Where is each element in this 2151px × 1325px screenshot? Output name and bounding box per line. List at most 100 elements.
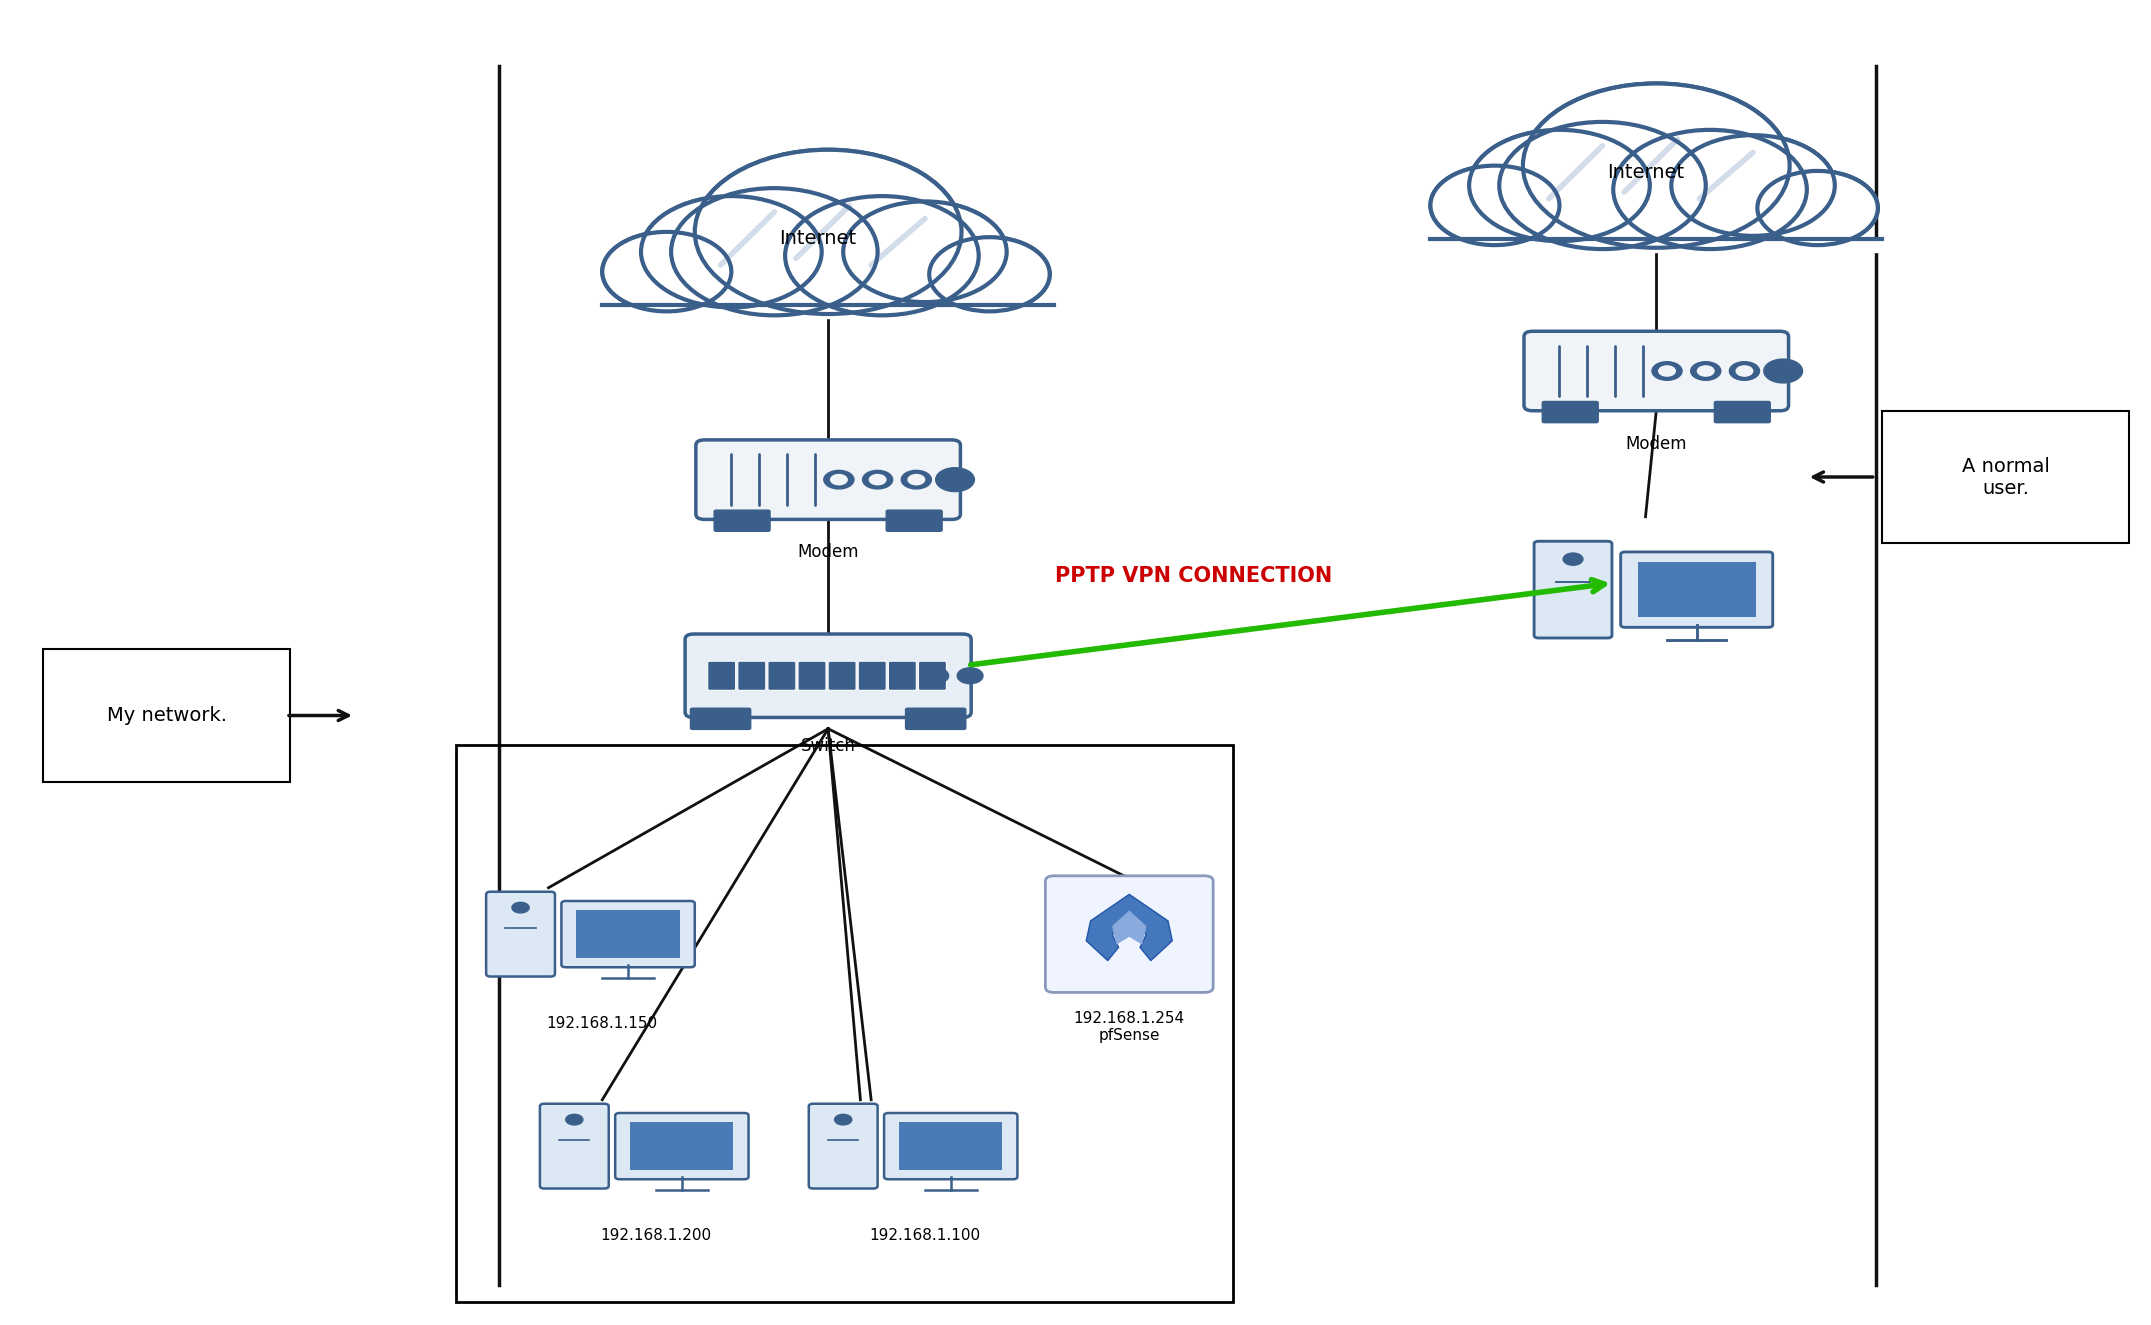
Circle shape — [1525, 85, 1787, 246]
FancyBboxPatch shape — [858, 661, 886, 690]
Circle shape — [929, 237, 1050, 311]
FancyBboxPatch shape — [884, 1113, 1017, 1179]
Circle shape — [863, 470, 893, 489]
Circle shape — [936, 468, 974, 492]
Circle shape — [671, 188, 878, 315]
Circle shape — [1671, 135, 1835, 236]
FancyBboxPatch shape — [918, 661, 946, 690]
Circle shape — [1525, 85, 1787, 246]
FancyBboxPatch shape — [768, 661, 796, 690]
FancyBboxPatch shape — [630, 1122, 733, 1170]
Circle shape — [1697, 366, 1714, 376]
Circle shape — [1433, 167, 1557, 244]
Circle shape — [845, 203, 1005, 301]
FancyBboxPatch shape — [615, 1113, 749, 1179]
Circle shape — [1501, 123, 1704, 248]
FancyBboxPatch shape — [899, 1122, 1002, 1170]
Circle shape — [869, 474, 886, 485]
FancyBboxPatch shape — [906, 709, 966, 729]
Circle shape — [1760, 172, 1876, 244]
Circle shape — [643, 197, 820, 306]
Circle shape — [695, 150, 961, 314]
Circle shape — [673, 189, 875, 314]
Circle shape — [1469, 130, 1650, 241]
Circle shape — [1471, 131, 1648, 240]
Text: My network.: My network. — [108, 706, 226, 725]
Circle shape — [512, 902, 529, 913]
FancyBboxPatch shape — [1882, 411, 2129, 543]
Text: 192.168.1.254
pfSense: 192.168.1.254 pfSense — [1073, 1011, 1185, 1043]
Polygon shape — [1086, 894, 1172, 961]
FancyBboxPatch shape — [809, 1104, 878, 1189]
FancyBboxPatch shape — [1637, 562, 1755, 617]
FancyBboxPatch shape — [738, 661, 766, 690]
Circle shape — [1736, 366, 1753, 376]
Circle shape — [1658, 366, 1676, 376]
Circle shape — [1564, 553, 1583, 566]
FancyBboxPatch shape — [888, 661, 916, 690]
Circle shape — [1673, 136, 1833, 235]
Text: Switch: Switch — [800, 737, 856, 755]
FancyBboxPatch shape — [540, 1104, 609, 1189]
Circle shape — [641, 196, 822, 307]
FancyBboxPatch shape — [1045, 876, 1213, 992]
Circle shape — [604, 233, 729, 310]
Circle shape — [908, 474, 925, 485]
Text: 192.168.1.200: 192.168.1.200 — [600, 1228, 712, 1243]
Circle shape — [697, 151, 959, 313]
FancyBboxPatch shape — [1620, 553, 1772, 627]
FancyBboxPatch shape — [684, 635, 972, 718]
FancyBboxPatch shape — [1542, 401, 1598, 423]
Circle shape — [957, 668, 983, 684]
FancyBboxPatch shape — [798, 661, 826, 690]
Circle shape — [1760, 172, 1876, 244]
FancyBboxPatch shape — [576, 910, 680, 958]
Circle shape — [824, 470, 854, 489]
Circle shape — [697, 151, 959, 313]
Text: Modem: Modem — [798, 543, 858, 562]
FancyBboxPatch shape — [43, 649, 290, 782]
Text: PPTP VPN CONNECTION: PPTP VPN CONNECTION — [1056, 566, 1331, 587]
Circle shape — [931, 238, 1048, 310]
Text: A normal
user.: A normal user. — [1962, 457, 2050, 497]
Circle shape — [1471, 131, 1648, 240]
Text: 192.168.1.100: 192.168.1.100 — [869, 1228, 981, 1243]
Circle shape — [602, 232, 731, 311]
Circle shape — [673, 189, 875, 314]
Circle shape — [1499, 122, 1706, 249]
Circle shape — [785, 196, 979, 315]
Text: Internet: Internet — [1607, 163, 1684, 182]
FancyBboxPatch shape — [1534, 541, 1611, 639]
Circle shape — [1613, 130, 1807, 249]
Circle shape — [845, 203, 1005, 301]
Circle shape — [1433, 167, 1557, 244]
Circle shape — [931, 238, 1048, 310]
Circle shape — [604, 233, 729, 310]
Circle shape — [1729, 362, 1760, 380]
Circle shape — [901, 470, 931, 489]
FancyBboxPatch shape — [886, 510, 942, 531]
Text: 192.168.1.150: 192.168.1.150 — [546, 1016, 658, 1031]
Circle shape — [1691, 362, 1721, 380]
FancyBboxPatch shape — [828, 661, 856, 690]
FancyBboxPatch shape — [714, 510, 770, 531]
Circle shape — [787, 197, 977, 314]
Text: Modem: Modem — [1626, 435, 1686, 453]
Circle shape — [835, 1114, 852, 1125]
Circle shape — [1757, 171, 1878, 245]
FancyBboxPatch shape — [486, 892, 555, 977]
FancyBboxPatch shape — [1714, 401, 1770, 423]
Circle shape — [843, 201, 1007, 302]
FancyBboxPatch shape — [1523, 331, 1790, 411]
Circle shape — [1652, 362, 1682, 380]
Circle shape — [1673, 136, 1833, 235]
Circle shape — [1523, 83, 1790, 248]
FancyBboxPatch shape — [561, 901, 695, 967]
Circle shape — [1615, 131, 1805, 248]
Circle shape — [923, 668, 949, 684]
FancyBboxPatch shape — [708, 661, 736, 690]
Circle shape — [1764, 359, 1803, 383]
Circle shape — [1615, 131, 1805, 248]
Circle shape — [643, 197, 820, 306]
Circle shape — [787, 197, 977, 314]
